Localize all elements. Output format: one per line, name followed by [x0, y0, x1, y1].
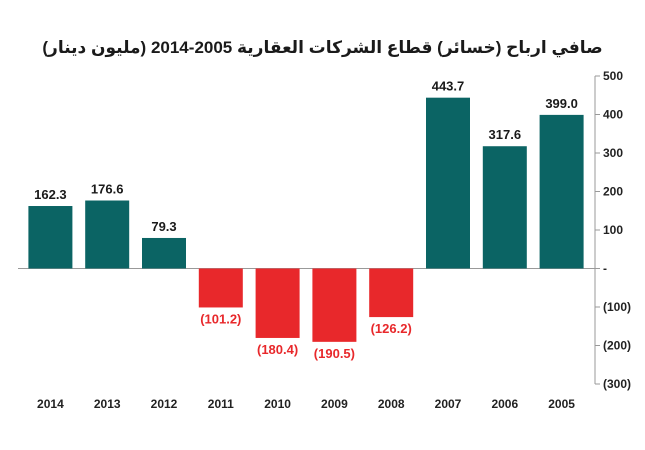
- bar-2007: [426, 97, 470, 269]
- y-tick-label: 200: [603, 185, 623, 199]
- y-tick-label: -: [603, 262, 607, 276]
- y-tick-label: (200): [603, 339, 631, 353]
- bar-2012: [142, 237, 186, 269]
- value-label: 162.3: [34, 187, 67, 202]
- value-label: (190.5): [314, 346, 355, 361]
- value-label: (180.4): [257, 342, 298, 357]
- value-label: 443.7: [432, 79, 465, 94]
- bar-2011: [198, 268, 243, 308]
- x-tick-label: 2008: [378, 397, 405, 411]
- value-label: 79.3: [151, 219, 176, 234]
- bar-2005: [539, 114, 584, 269]
- y-tick-label: 100: [603, 223, 623, 237]
- x-tick-label: 2007: [435, 397, 462, 411]
- bar-2014: [28, 206, 73, 269]
- x-tick-label: 2014: [37, 397, 64, 411]
- bar-2009: [312, 268, 357, 342]
- bar-2013: [85, 200, 130, 269]
- y-tick-label: (300): [603, 377, 631, 391]
- chart-title: صافي ارباح (خسائر) قطاع الشركات العقارية…: [42, 38, 603, 57]
- x-tick-label: 2013: [94, 397, 121, 411]
- x-tick-label: 2012: [151, 397, 178, 411]
- bar-2006: [482, 146, 527, 269]
- x-tick-label: 2009: [321, 397, 348, 411]
- value-label: (126.2): [371, 321, 412, 336]
- value-label: (101.2): [200, 311, 241, 326]
- value-label: 317.6: [489, 127, 522, 142]
- bar-2010: [255, 268, 300, 338]
- value-label: 399.0: [545, 96, 578, 111]
- y-tick-label: (100): [603, 300, 631, 314]
- y-tick-label: 300: [603, 146, 623, 160]
- x-tick-label: 2011: [208, 397, 234, 411]
- x-tick-label: 2006: [491, 397, 518, 411]
- value-label: 176.6: [91, 182, 124, 197]
- x-tick-label: 2005: [548, 397, 575, 411]
- y-tick-label: 500: [603, 69, 623, 83]
- y-tick-label: 400: [603, 108, 623, 122]
- bar-2008: [369, 268, 414, 318]
- x-tick-label: 2010: [264, 397, 291, 411]
